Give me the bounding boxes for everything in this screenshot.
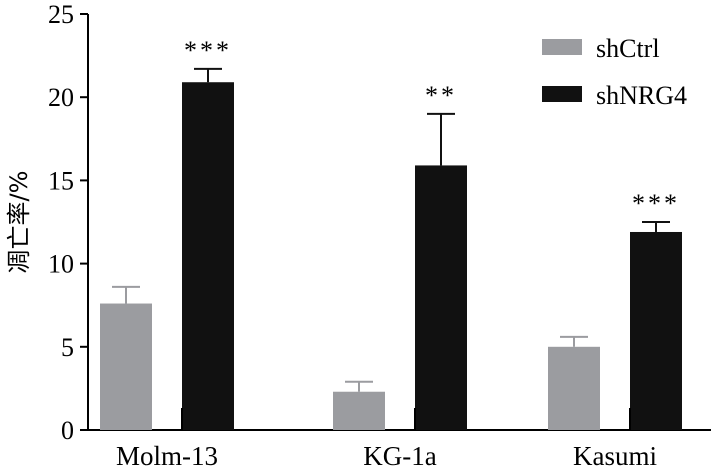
x-tick-labels: Molm-13 KG-1a Kasumi [116, 441, 657, 471]
axes [87, 14, 711, 431]
bars: ******** [100, 36, 682, 430]
legend-label: shCtrl [596, 34, 660, 63]
y-tick-label: 10 [48, 250, 74, 279]
y-tick-label: 5 [61, 333, 74, 362]
bar-shCtrl-Kasumi [548, 346, 600, 430]
bar-shNRG4-Molm-13 [182, 82, 234, 430]
legend: shCtrl shNRG4 [542, 34, 687, 110]
y-tick-label: 15 [48, 166, 74, 195]
y-tick-label: 20 [48, 83, 74, 112]
bar-shNRG4-KG-1a [415, 165, 467, 430]
bar-shNRG4-Kasumi [630, 231, 682, 430]
bar-shCtrl-KG-1a [333, 391, 385, 430]
x-tick-label: Kasumi [573, 441, 657, 471]
x-tick-label: Molm-13 [116, 441, 218, 471]
significance-mark: *** [184, 36, 232, 65]
legend-label: shNRG4 [596, 81, 687, 110]
significance-mark: *** [632, 189, 680, 218]
legend-swatch [542, 39, 582, 55]
y-ticks: 0 5 10 15 20 25 [48, 0, 88, 445]
significance-mark: ** [425, 81, 457, 110]
legend-swatch [542, 86, 582, 102]
y-axis-label: 凋亡率/% [5, 171, 33, 274]
y-tick-label: 25 [48, 0, 74, 29]
y-tick-label: 0 [61, 416, 74, 445]
x-tick-label: KG-1a [363, 441, 436, 471]
bar-shCtrl-Molm-13 [100, 303, 152, 430]
